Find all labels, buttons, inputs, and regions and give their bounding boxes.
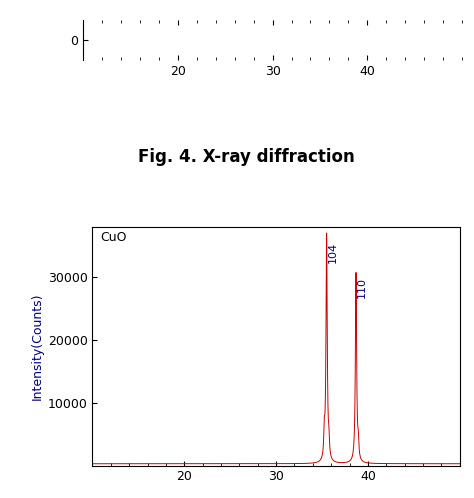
Text: 104: 104 <box>328 243 337 263</box>
Text: CuO: CuO <box>100 232 126 245</box>
Text: 110: 110 <box>357 277 367 298</box>
Text: Fig. 4. X-ray diffraction: Fig. 4. X-ray diffraction <box>138 148 355 166</box>
Y-axis label: Intensity(Counts): Intensity(Counts) <box>30 292 44 400</box>
